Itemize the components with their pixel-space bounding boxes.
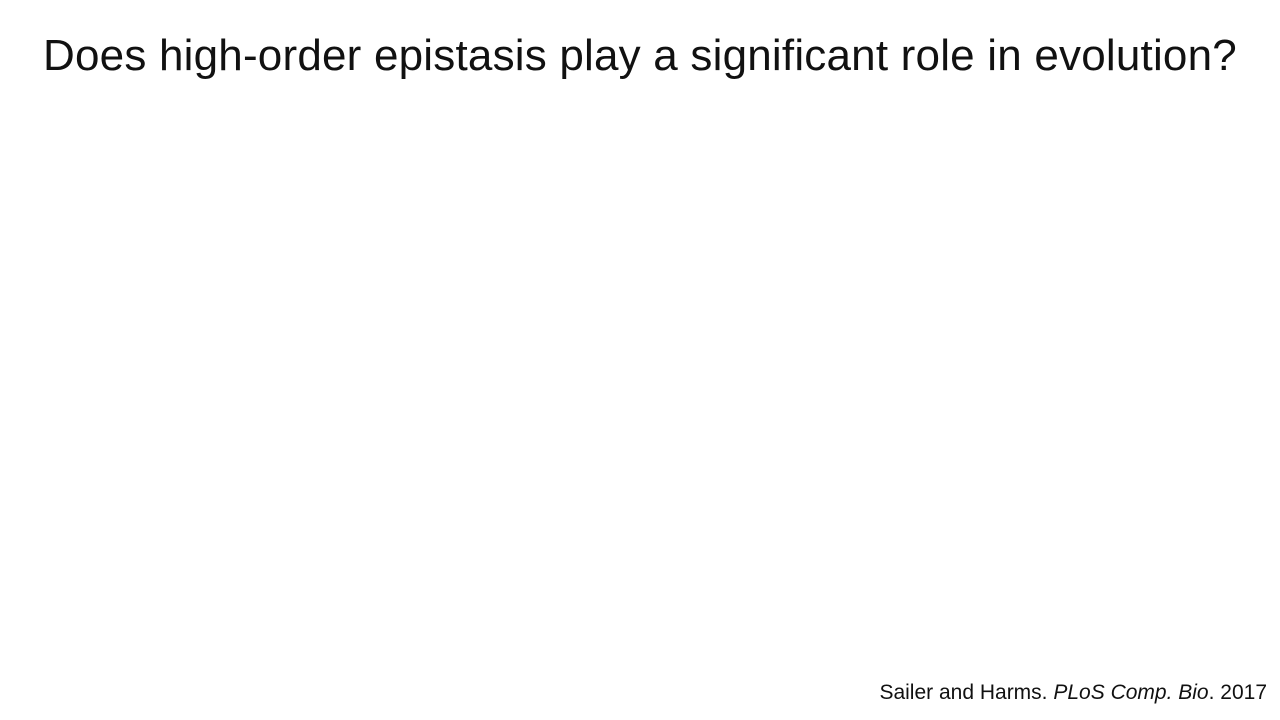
citation-journal: PLoS Comp. Bio: [1053, 681, 1209, 704]
citation-authors: Sailer and Harms.: [879, 681, 1048, 704]
citation: Sailer and Harms. PLoS Comp. Bio. 2017: [879, 680, 1267, 706]
citation-year: . 2017: [1208, 681, 1267, 704]
slide-title: Does high-order epistasis play a signifi…: [43, 31, 1237, 80]
